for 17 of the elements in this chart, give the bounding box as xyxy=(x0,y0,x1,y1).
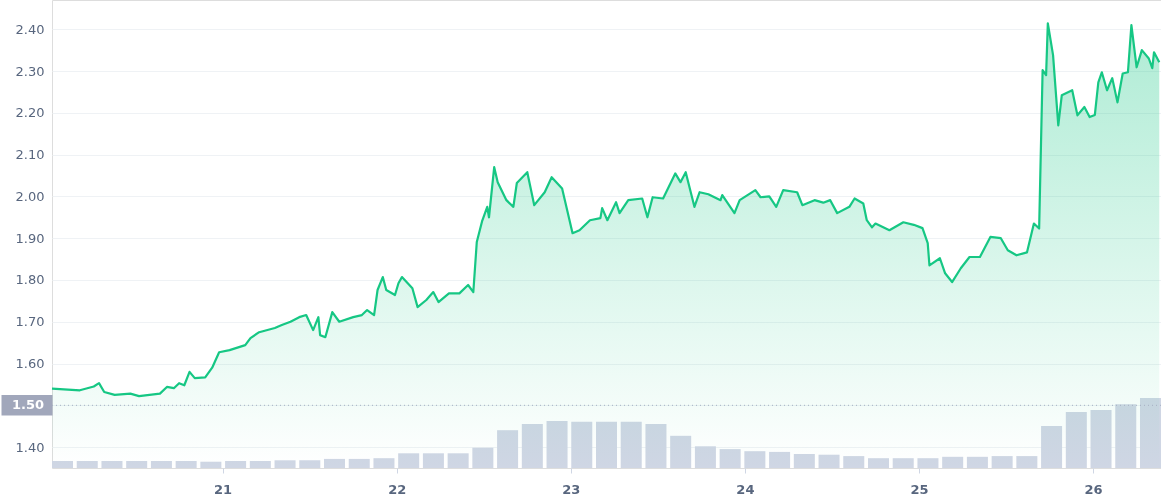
y-tick-label: 2.00 xyxy=(15,188,45,204)
x-tick-label: 21 xyxy=(214,481,233,497)
y-tick-label: 2.40 xyxy=(15,21,45,37)
x-tick-label: 22 xyxy=(388,481,407,497)
y-tick-label: 1.80 xyxy=(15,272,45,288)
y-tick-label: 1.60 xyxy=(15,356,45,372)
y-tick-label: 1.70 xyxy=(15,314,45,330)
x-tick-label: 26 xyxy=(1084,481,1103,497)
x-tick-label: 23 xyxy=(562,481,581,497)
x-tick-label: 24 xyxy=(736,481,755,497)
y-tick-label: 2.30 xyxy=(15,63,45,79)
ref-line-label: 1.50 xyxy=(11,397,44,413)
y-tick-label: 1.40 xyxy=(15,439,45,455)
y-tick-label: 2.10 xyxy=(15,147,45,163)
y-tick-label: 2.20 xyxy=(15,105,45,121)
x-tick-label: 25 xyxy=(910,481,929,497)
y-tick-label: 1.90 xyxy=(15,230,45,246)
